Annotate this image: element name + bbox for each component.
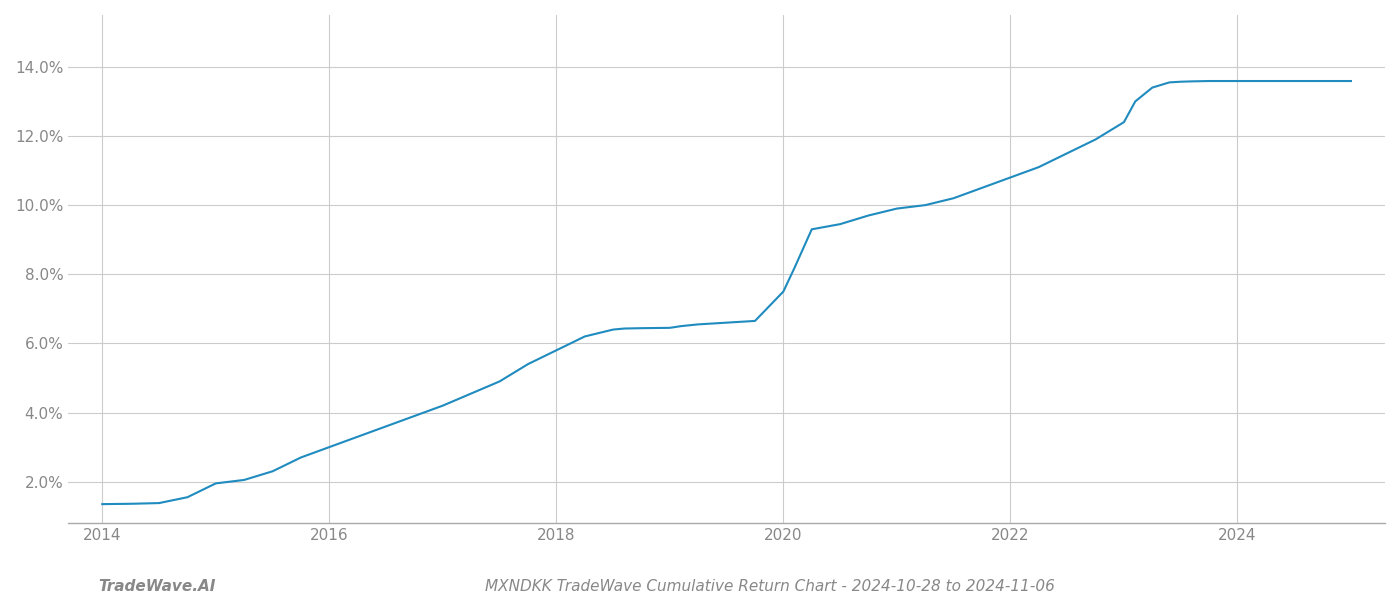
Text: MXNDKK TradeWave Cumulative Return Chart - 2024-10-28 to 2024-11-06: MXNDKK TradeWave Cumulative Return Chart… [484,579,1056,594]
Text: TradeWave.AI: TradeWave.AI [98,579,216,594]
